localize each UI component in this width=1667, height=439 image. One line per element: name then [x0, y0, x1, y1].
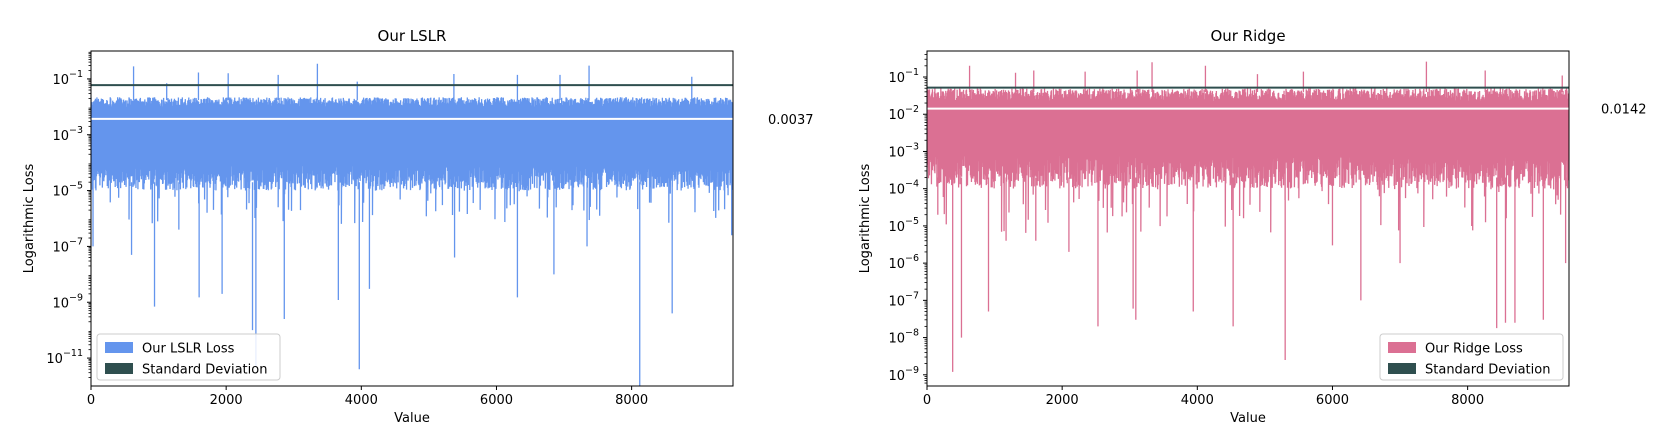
legend: Our Ridge Loss Standard Deviation	[1379, 333, 1564, 381]
y-tick-base: 10	[52, 73, 69, 88]
y-tick-base: 10	[52, 296, 69, 311]
loss-series-line	[91, 63, 733, 386]
y-axis-label: Logarithmic Loss	[22, 164, 37, 274]
y-tick-exponent: −9	[69, 292, 83, 303]
x-tick-label: 8000	[1451, 393, 1484, 408]
legend-box	[96, 333, 281, 381]
legend-label: Standard Deviation	[142, 363, 267, 378]
y-axis-label: Logarithmic Loss	[858, 164, 873, 274]
y-tick-label: 10−8	[888, 328, 919, 347]
y-tick-base: 10	[52, 129, 69, 144]
y-tick-label: 10−9	[52, 292, 83, 311]
y-tick-exponent: −3	[69, 125, 83, 136]
x-tick-label: 4000	[1181, 393, 1214, 408]
y-tick-exponent: −11	[63, 348, 83, 359]
y-tick-base: 10	[888, 71, 905, 86]
x-tick-label: 2000	[1046, 393, 1079, 408]
y-tick-label: 10−11	[46, 348, 83, 367]
y-tick-label: 10−1	[888, 67, 919, 86]
legend-box	[1379, 333, 1564, 381]
y-tick-label: 10−2	[888, 104, 919, 123]
y-tick-base: 10	[52, 185, 69, 200]
y-tick-exponent: −9	[905, 365, 919, 376]
loss-series-line	[927, 61, 1569, 372]
x-tick-label: 6000	[1316, 393, 1349, 408]
y-tick-base: 10	[888, 294, 905, 309]
y-tick-base: 10	[46, 352, 63, 367]
y-tick-exponent: −7	[905, 290, 919, 301]
x-tick-label: 4000	[345, 393, 378, 408]
x-tick-label: 6000	[480, 393, 513, 408]
y-tick-exponent: −3	[905, 141, 919, 152]
mean-value-label: 0.0037	[768, 113, 814, 128]
y-tick-base: 10	[888, 108, 905, 123]
x-tick-label: 2000	[210, 393, 243, 408]
y-tick-base: 10	[888, 332, 905, 347]
y-tick-label: 10−5	[888, 216, 919, 235]
plot-frame	[90, 50, 734, 387]
y-tick-label: 10−3	[52, 125, 83, 144]
y-tick-label: 10−7	[52, 236, 83, 255]
y-tick-base: 10	[888, 145, 905, 160]
y-tick-label: 10−1	[52, 69, 83, 88]
legend-swatch	[105, 342, 133, 353]
legend-label: Standard Deviation	[1425, 363, 1550, 378]
legend: Our LSLR Loss Standard Deviation	[96, 333, 281, 381]
x-tick-label: 8000	[615, 393, 648, 408]
y-tick-exponent: −7	[69, 236, 83, 247]
x-axis-label: Value	[1230, 411, 1266, 426]
chart-title: Our LSLR	[378, 27, 447, 45]
y-tick-exponent: −8	[905, 328, 919, 339]
y-tick-label: 10−7	[888, 290, 919, 309]
y-tick-base: 10	[52, 240, 69, 255]
x-tick-label: 0	[87, 393, 95, 408]
y-tick-base: 10	[888, 369, 905, 384]
legend-swatch	[105, 363, 133, 374]
x-tick-label: 0	[923, 393, 931, 408]
y-tick-label: 10−4	[888, 179, 919, 198]
y-tick-label: 10−3	[888, 141, 919, 160]
x-axis-label: Value	[394, 411, 430, 426]
legend-label: Our LSLR Loss	[142, 342, 235, 357]
plot-frame	[926, 50, 1570, 387]
legend-swatch	[1388, 342, 1416, 353]
chart-title: Our Ridge	[1210, 27, 1285, 45]
y-tick-label: 10−5	[52, 181, 83, 200]
y-tick-exponent: −6	[905, 253, 919, 264]
y-tick-base: 10	[888, 220, 905, 235]
y-tick-label: 10−6	[888, 253, 919, 272]
mean-value-label: 0.0142	[1601, 103, 1647, 118]
y-tick-exponent: −2	[905, 104, 919, 115]
y-tick-exponent: −4	[905, 179, 919, 190]
legend-swatch	[1388, 363, 1416, 374]
legend-label: Our Ridge Loss	[1425, 342, 1523, 357]
y-tick-label: 10−9	[888, 365, 919, 384]
y-tick-exponent: −1	[905, 67, 919, 78]
y-tick-base: 10	[888, 183, 905, 198]
y-tick-exponent: −1	[69, 69, 83, 80]
y-tick-exponent: −5	[905, 216, 919, 227]
y-tick-base: 10	[888, 257, 905, 272]
y-tick-exponent: −5	[69, 181, 83, 192]
